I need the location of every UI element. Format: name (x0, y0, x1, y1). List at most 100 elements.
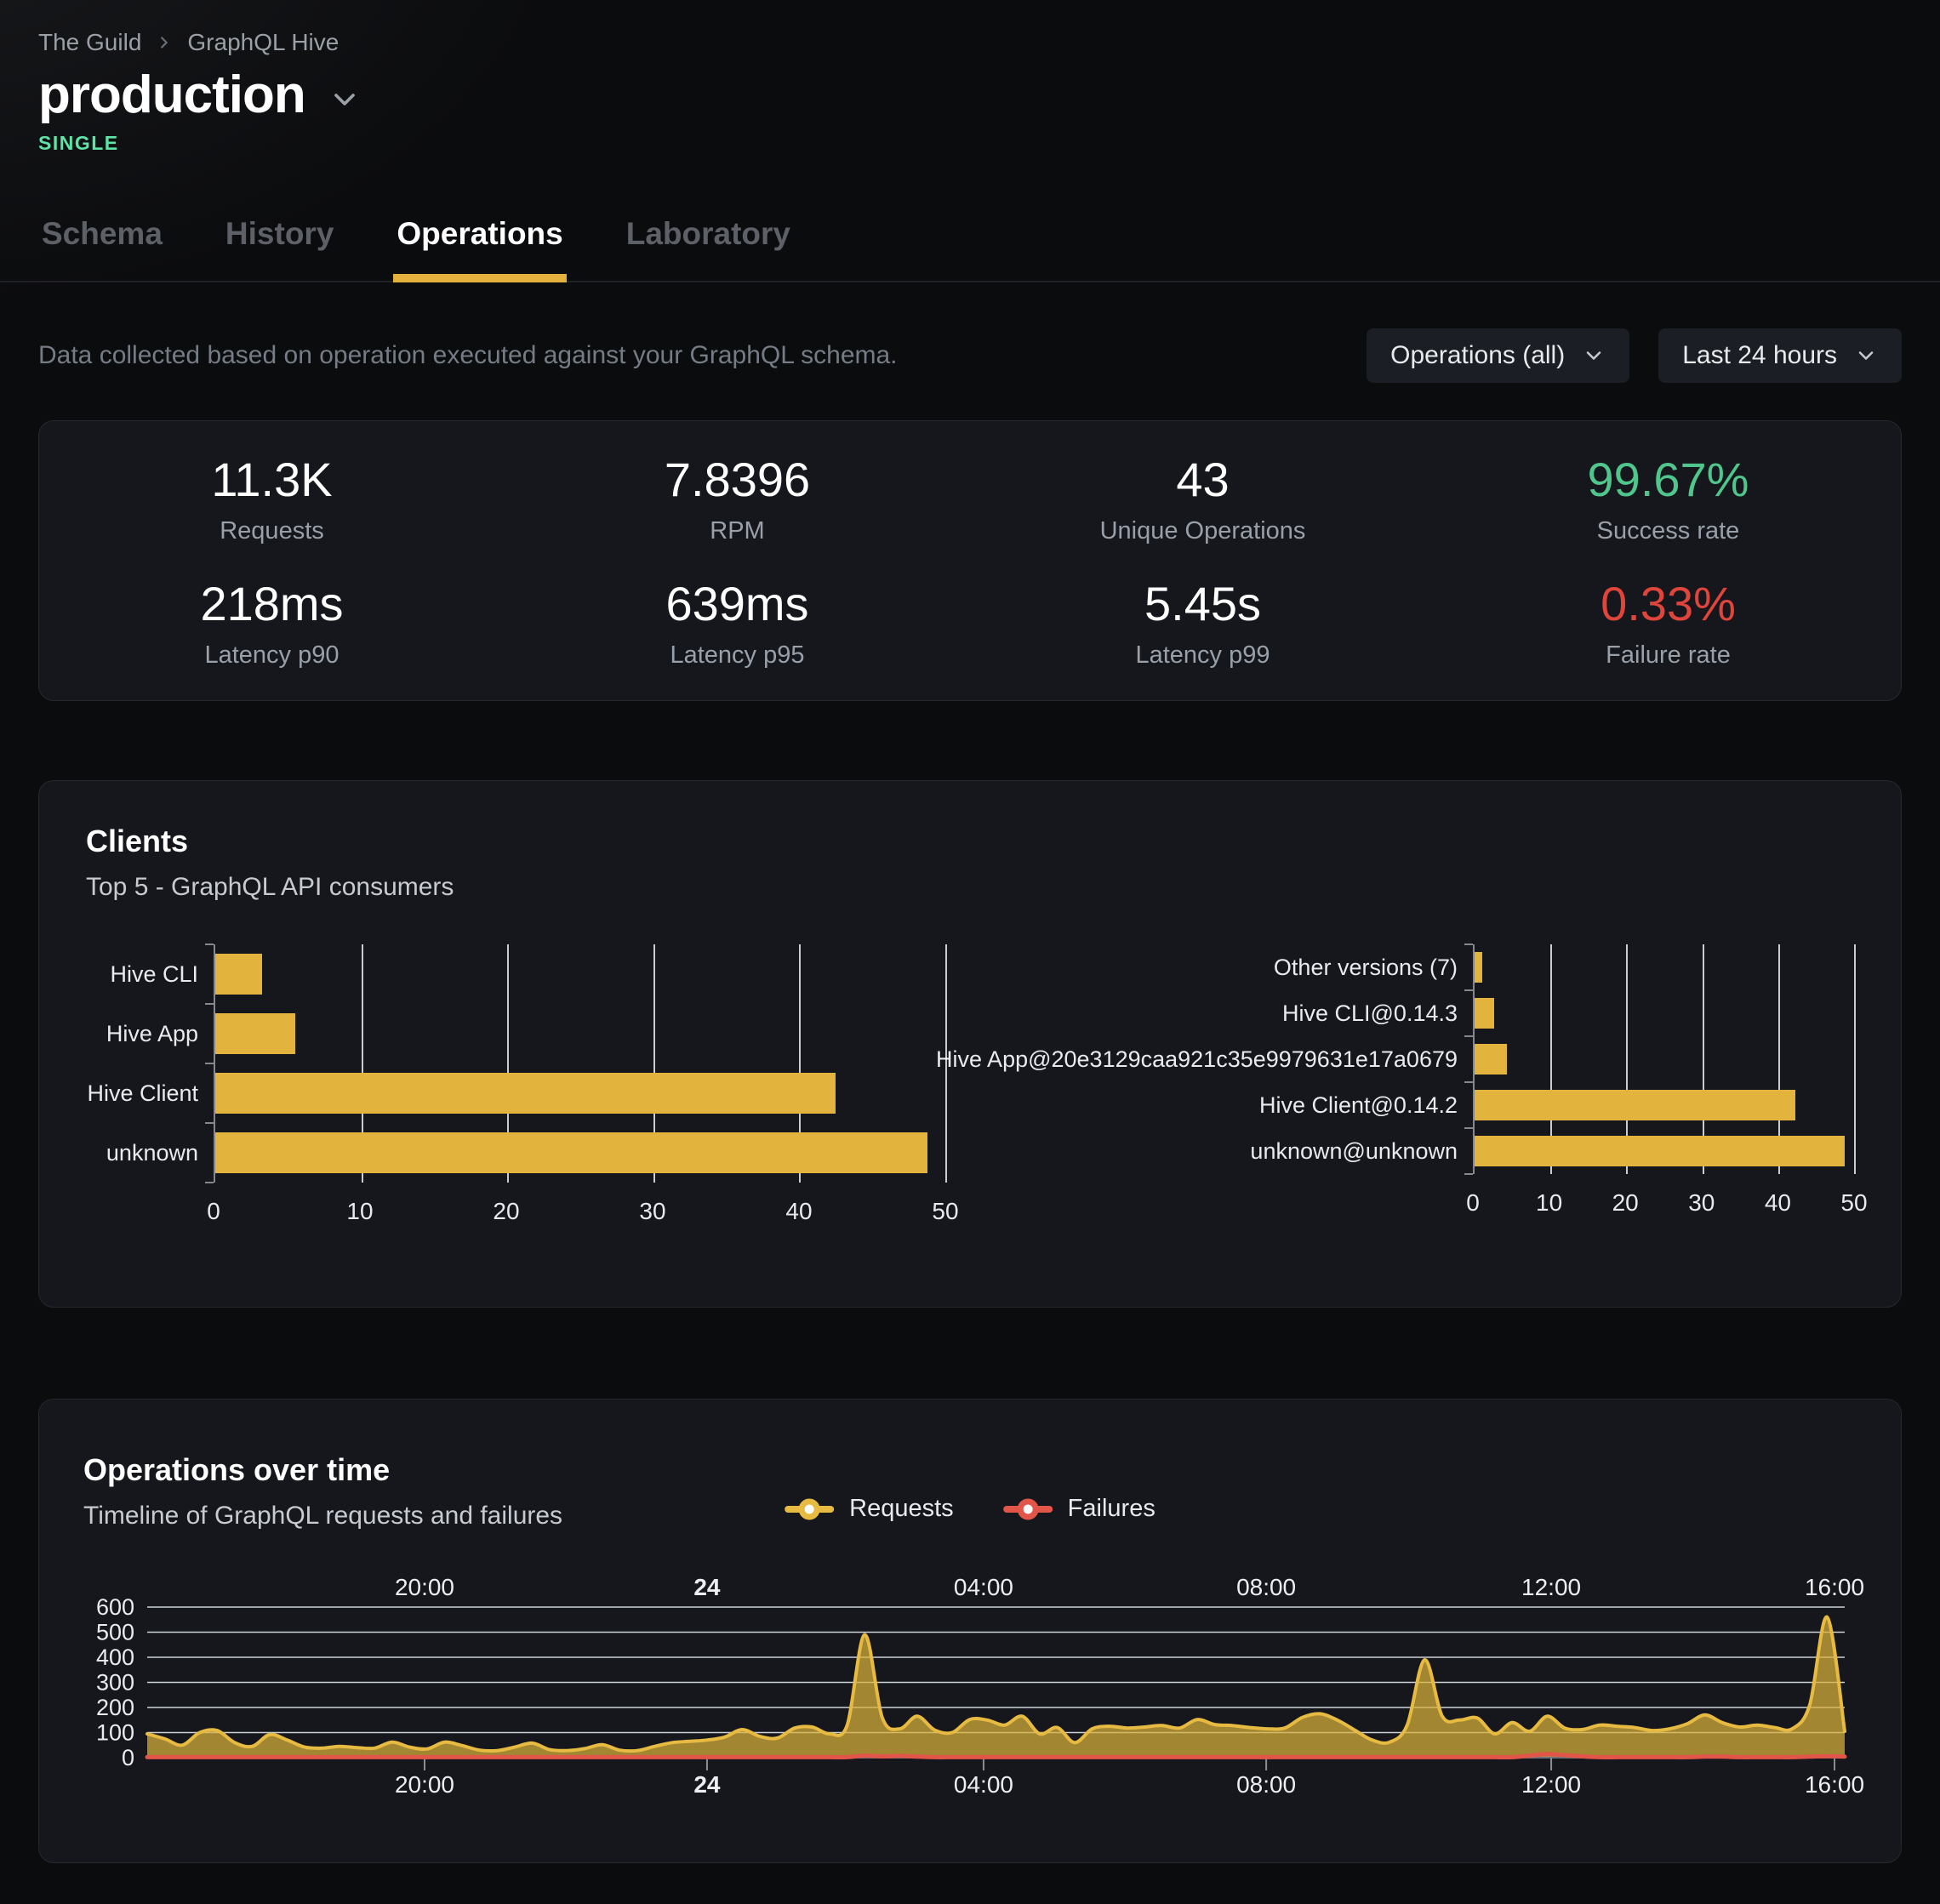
x-axis-tick-label: 40 (785, 1198, 813, 1224)
bar-category-label: Hive CLI (110, 961, 198, 987)
stat-failure-rate: 0.33% Failure rate (1435, 561, 1901, 685)
bar (1475, 1044, 1508, 1075)
x-axis-tick-label: 10 (346, 1198, 374, 1224)
stat-value: 99.67% (1587, 453, 1749, 506)
target-selector-chevron-down-icon[interactable] (328, 74, 362, 117)
breadcrumb-separator-icon (155, 33, 174, 52)
x-axis-bottom-label: 20:00 (395, 1771, 454, 1798)
gridline (1702, 944, 1704, 1174)
x-axis-tick-label: 0 (207, 1198, 220, 1224)
stat-label: Failure rate (1606, 641, 1731, 669)
period-filter-dropdown[interactable]: Last 24 hours (1658, 328, 1902, 383)
y-axis-tick-label: 0 (122, 1745, 134, 1770)
stat-success-rate: 99.67% Success rate (1435, 436, 1901, 561)
stat-latency-p90: 218ms Latency p90 (39, 561, 505, 685)
clients-by-name-bar-chart: Hive CLI Hive App Hive Client unknown 0 10 20 3… (86, 943, 959, 1237)
y-axis-tick-label: 400 (96, 1645, 134, 1670)
stat-requests: 11.3K Requests (39, 436, 505, 561)
tab-history[interactable]: History (222, 216, 337, 281)
clients-card: Clients Top 5 - GraphQL API consumers Hi… (38, 780, 1902, 1308)
stat-latency-p95: 639ms Latency p95 (505, 561, 970, 685)
x-axis-tick-label: 30 (639, 1198, 666, 1224)
chevron-down-icon (1854, 344, 1878, 368)
bar (215, 1073, 836, 1114)
x-axis-tick-label: 50 (1840, 1189, 1868, 1216)
stat-label: RPM (710, 517, 765, 544)
legend-item-requests[interactable]: Requests (785, 1495, 954, 1523)
breadcrumb-org[interactable]: The Guild (38, 29, 142, 55)
stat-value: 218ms (200, 577, 344, 630)
axis-tick (1464, 943, 1473, 945)
tab-laboratory[interactable]: Laboratory (623, 216, 794, 281)
legend-line-marker-icon (1002, 1497, 1053, 1521)
stat-label: Latency p99 (1135, 641, 1270, 669)
legend-item-failures[interactable]: Failures (1002, 1495, 1155, 1523)
stat-value: 0.33% (1600, 577, 1736, 630)
stats-summary-card: 11.3K Requests 7.8396 RPM 43 Unique Operation… (38, 420, 1902, 701)
stat-value: 7.8396 (664, 453, 811, 506)
clients-card-subtitle: Top 5 - GraphQL API consumers (86, 873, 454, 901)
x-axis-top-label: 08:00 (1236, 1574, 1296, 1600)
x-axis-top-label: 24 (693, 1574, 721, 1600)
x-axis-bottom-label: 04:00 (954, 1771, 1013, 1798)
axis-tick (1464, 1035, 1473, 1037)
bar-category-label: Hive App@20e3129caa921c35e9979631e17a067… (936, 1046, 1458, 1072)
bar (215, 1013, 296, 1054)
bar-category-label: Hive Client (87, 1080, 198, 1106)
y-axis-tick-label: 600 (96, 1594, 134, 1620)
breadcrumb-project[interactable]: GraphQL Hive (187, 29, 340, 55)
stat-rpm: 7.8396 RPM (505, 436, 970, 561)
gridline (1854, 944, 1856, 1174)
x-axis-tick-label: 50 (932, 1198, 959, 1224)
stat-latency-p99: 5.45s Latency p99 (970, 561, 1435, 685)
axis-tick (205, 1063, 214, 1064)
y-axis-tick-label: 500 (96, 1620, 134, 1645)
legend-line-marker-icon (785, 1497, 835, 1521)
x-axis-tick-label: 20 (1612, 1189, 1639, 1216)
bar (1475, 998, 1495, 1029)
gridline (945, 944, 947, 1183)
bar-category-label: unknown@unknown (1250, 1137, 1458, 1164)
stat-value: 639ms (665, 577, 809, 630)
operations-card-subtitle: Timeline of GraphQL requests and failure… (83, 1502, 563, 1530)
series-line-requests (146, 1615, 1846, 1753)
axis-tick (1464, 1127, 1473, 1129)
stat-label: Requests (220, 517, 324, 544)
axis-tick (205, 1003, 214, 1005)
gridline (799, 944, 802, 1183)
x-axis-top-label: 12:00 (1521, 1574, 1581, 1600)
clients-card-title: Clients (86, 824, 189, 858)
legend-label: Requests (849, 1495, 954, 1522)
x-axis-tick-label: 30 (1688, 1189, 1715, 1216)
tabs: Schema History Operations Laboratory (0, 216, 1940, 282)
tab-operations[interactable]: Operations (393, 216, 568, 282)
stat-label: Unique Operations (1099, 517, 1306, 544)
y-axis-tick-label: 200 (96, 1695, 134, 1720)
operations-card-title: Operations over time (83, 1452, 391, 1487)
tab-schema[interactable]: Schema (38, 216, 166, 281)
breadcrumb: The Guild GraphQL Hive (38, 29, 1902, 56)
stat-value: 43 (1176, 453, 1230, 506)
operations-filter-dropdown[interactable]: Operations (all) (1367, 328, 1630, 383)
x-axis-bottom-label: 24 (693, 1771, 721, 1798)
axis-tick (205, 943, 214, 945)
bar (215, 954, 262, 995)
timeline-legend: Requests Failures (785, 1495, 1155, 1523)
stat-label: Latency p90 (204, 641, 340, 669)
axis-tick (1464, 1173, 1473, 1175)
bar (1475, 1090, 1796, 1120)
axis-tick (1464, 1081, 1473, 1083)
operations-over-time-card: Operations over time Timeline of GraphQL… (38, 1399, 1902, 1863)
x-axis-bottom-label: 08:00 (1236, 1771, 1296, 1798)
bar-category-label: Hive App (106, 1020, 198, 1046)
y-axis-tick-label: 100 (96, 1720, 134, 1746)
gridline (507, 944, 510, 1183)
gridline (1550, 944, 1553, 1174)
target-mode-badge: SINGLE (38, 132, 119, 154)
x-axis-bottom-label: 16:00 (1805, 1771, 1864, 1798)
x-axis-bottom-label: 12:00 (1521, 1771, 1581, 1798)
x-axis-tick-label: 0 (1466, 1189, 1480, 1216)
gridline (653, 944, 655, 1183)
gridline (1777, 944, 1780, 1174)
